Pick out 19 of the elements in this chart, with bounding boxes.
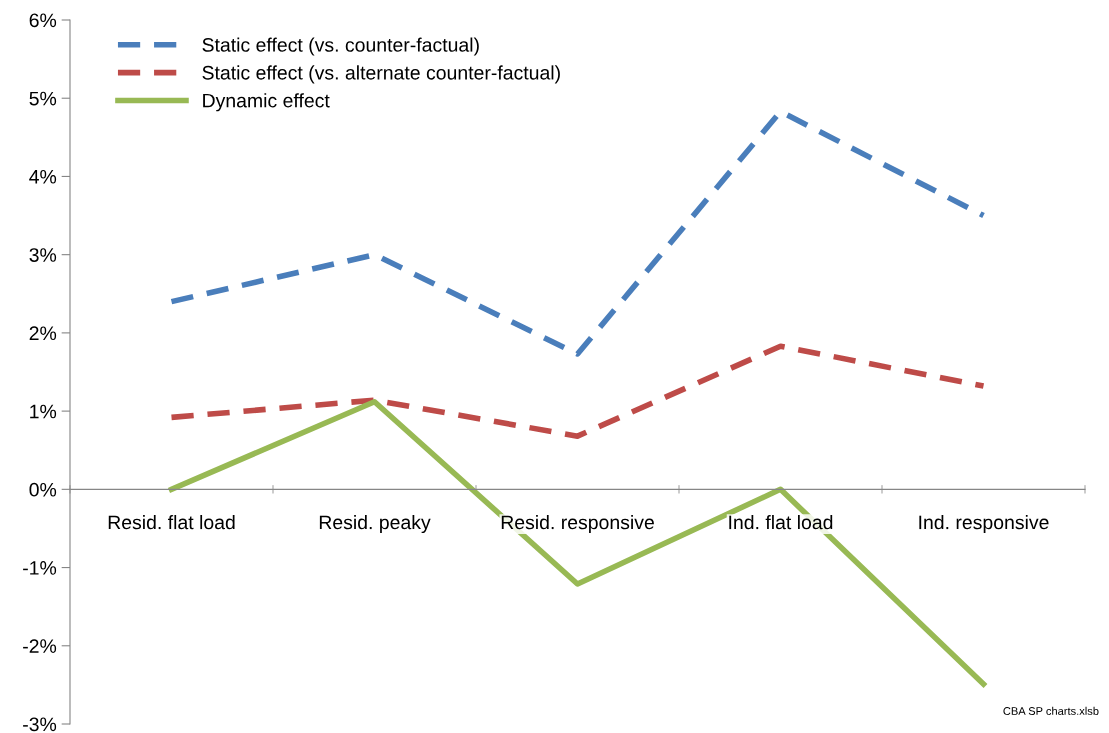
x-tick-label: Resid. responsive xyxy=(501,514,654,534)
y-tick-label: 2% xyxy=(29,326,57,341)
x-tick-label: Ind. flat load xyxy=(729,514,833,530)
legend-label: Static effect (vs. alternate counter-factual) xyxy=(202,65,560,84)
y-tick-label: 5% xyxy=(29,91,57,106)
y-tick-label: 0% xyxy=(29,482,57,497)
y-tick-label: -3% xyxy=(23,717,57,732)
y-tick-label: -2% xyxy=(23,639,57,653)
y-tick-label: 1% xyxy=(30,404,57,419)
x-tick-label: Resid. peaky xyxy=(319,514,431,534)
x-tick-label: Resid. flat load xyxy=(108,514,235,530)
x-tick-label: Ind. responsive xyxy=(919,514,1049,534)
y-tick-label: 3% xyxy=(29,248,57,262)
legend-label: Dynamic effect xyxy=(203,93,330,112)
y-tick-label: -1% xyxy=(23,561,57,575)
annotation: CBA SP charts.xlsb xyxy=(1003,706,1099,715)
y-tick-label: 6% xyxy=(29,13,57,28)
y-tick-label: 4% xyxy=(29,170,57,184)
legend-label: Static effect (vs. counter-factual) xyxy=(202,37,479,56)
